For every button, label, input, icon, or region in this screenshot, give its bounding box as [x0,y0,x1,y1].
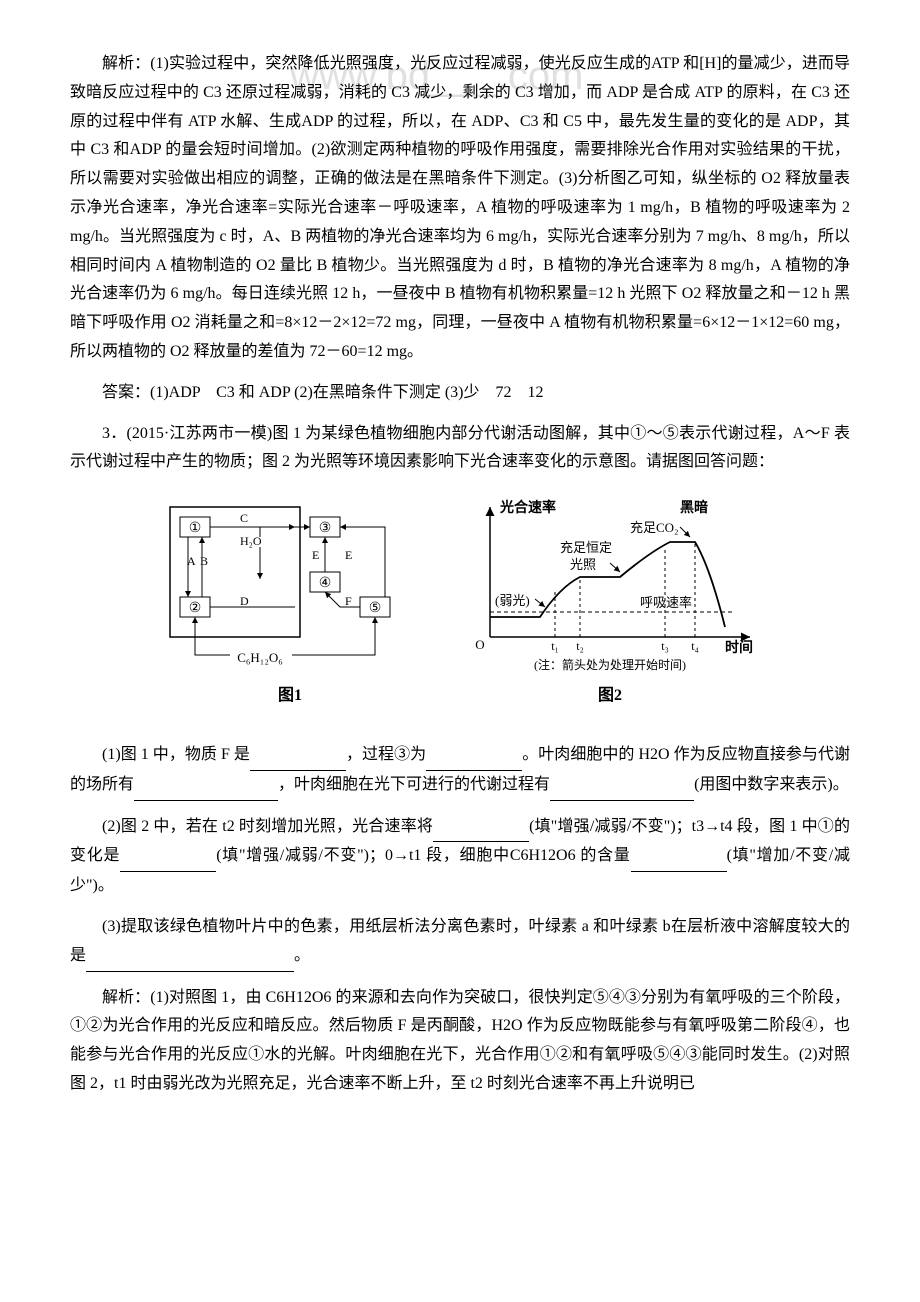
analysis-paragraph-2: 解析：(1)对照图 1，由 C6H12O6 的来源和去向作为突破口，很快判定⑤④… [70,984,850,1099]
svg-text:C₆H₁₂O₆: C₆H₁₂O₆ [237,650,283,665]
blank-6 [120,842,216,872]
q31-text-2: ，过程③为 [346,746,426,763]
svg-text:H₂O: H₂O [240,534,262,548]
svg-text:黑暗: 黑暗 [680,499,708,516]
svg-text:E: E [312,548,319,562]
svg-text:B: B [200,554,208,568]
svg-text:C: C [240,511,248,525]
question-3-3: (3)提取该绿色植物叶片中的色素，用纸层析法分离色素时，叶绿素 a 和叶绿素 b… [70,913,850,972]
question-3-2: (2)图 2 中，若在 t2 时刻增加光照，光合速率将 (填"增强/减弱/不变"… [70,813,850,901]
diagram-2-svg: O 光合速率 时间 黑暗 充足CO₂ 充足恒定 光照 (弱光) [460,497,760,677]
blank-5 [433,813,529,843]
blank-4 [550,771,694,801]
blank-2 [426,741,522,771]
svg-text:D: D [240,594,249,608]
blank-1 [250,741,346,771]
svg-text:呼吸速率: 呼吸速率 [640,595,692,610]
diagram-1-svg: ① ② A B C H₂O D [160,497,420,677]
svg-text:E: E [345,548,352,562]
diagram-container: www.bd___.com ① ② A B C [70,497,850,711]
q31-text-4: ，叶肉细胞在光下可进行的代谢过程有 [278,776,550,793]
svg-text:充足恒定: 充足恒定 [560,540,612,555]
svg-text:①: ① [189,521,202,536]
svg-text:光合速率: 光合速率 [499,499,556,516]
analysis-paragraph-1: 解析：(1)实验过程中，突然降低光照强度，光反应过程减弱，使光反应生成的ATP … [70,50,850,367]
svg-text:充足CO₂: 充足CO₂ [630,520,679,535]
q32-text-1: (2)图 2 中，若在 t2 时刻增加光照，光合速率将 [102,818,433,835]
diagram-1-box: ① ② A B C H₂O D [160,497,420,711]
blank-8 [86,942,294,972]
svg-text:O: O [475,637,484,652]
q32-text-3: (填"增强/减弱/不变")；0→t1 段，细胞中C6H12O6 的含量 [216,847,630,864]
diagram-2-label: 图2 [598,682,622,711]
q31-text-5: (用图中数字来表示)。 [694,776,849,793]
q33-text-2: 。 [294,947,310,964]
q31-text-1: (1)图 1 中，物质 F 是 [102,746,250,763]
blank-7 [631,842,727,872]
svg-text:(弱光): (弱光) [495,593,530,608]
diagram-1-label: 图1 [278,682,302,711]
svg-text:t₃: t₃ [661,639,669,653]
svg-text:光照: 光照 [570,557,596,572]
diagram-2-box: O 光合速率 时间 黑暗 充足CO₂ 充足恒定 光照 (弱光) [460,497,760,711]
document-body: 解析：(1)实验过程中，突然降低光照强度，光反应过程减弱，使光反应生成的ATP … [70,50,850,1099]
svg-text:t₂: t₂ [576,639,584,653]
question-3-1: (1)图 1 中，物质 F 是 ，过程③为 。叶肉细胞中的 H2O 作为反应物直… [70,741,850,801]
svg-text:t₁: t₁ [551,639,559,653]
question-3-intro: 3．(2015·江苏两市一模)图 1 为某绿色植物细胞内部分代谢活动图解，其中①… [70,420,850,478]
svg-text:②: ② [189,601,202,616]
svg-text:④: ④ [319,576,332,591]
svg-text:⑤: ⑤ [369,601,382,616]
svg-text:③: ③ [319,521,332,536]
blank-3 [134,771,278,801]
svg-text:时间: 时间 [725,639,753,656]
svg-text:F: F [345,594,352,608]
answer-paragraph: 答案：(1)ADP C3 和 ADP (2)在黑暗条件下测定 (3)少 72 1… [70,379,850,408]
svg-text:(注：箭头处为处理开始时间): (注：箭头处为处理开始时间) [534,657,686,672]
svg-text:t₄: t₄ [691,639,699,653]
